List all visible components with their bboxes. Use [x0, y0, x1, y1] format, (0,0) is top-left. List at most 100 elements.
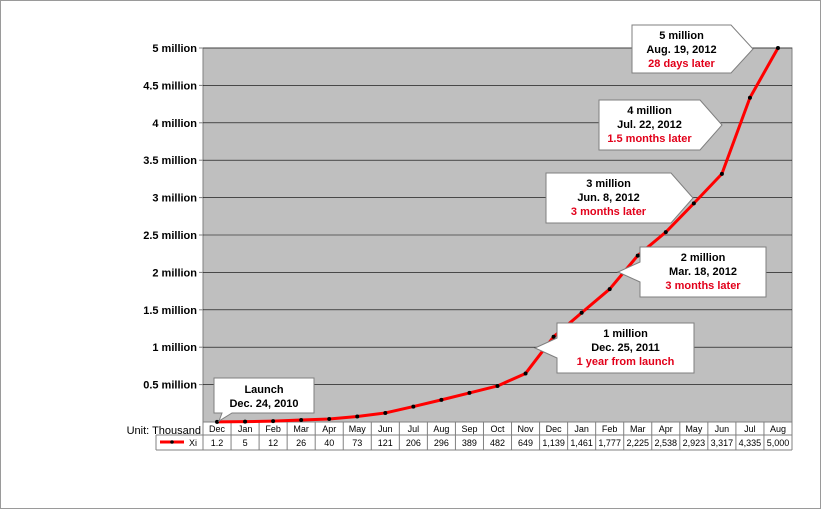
data-table-value: 1,777 [598, 438, 621, 448]
callout-date: Dec. 24, 2010 [229, 398, 298, 410]
callout-note: 28 days later [648, 58, 715, 70]
data-point [579, 310, 584, 315]
data-point [719, 171, 724, 176]
x-tick-label: Apr [659, 424, 673, 434]
x-tick-label: Jun [715, 424, 730, 434]
callout-note: 3 months later [665, 280, 741, 292]
callout-title: 4 million [627, 105, 672, 117]
data-table-value: 2,538 [655, 438, 678, 448]
y-tick-label: 4.5 million [143, 80, 197, 92]
y-tick-label: 3 million [152, 193, 197, 205]
unit-label: Unit: Thousand [127, 425, 201, 437]
callout: 4 million Jul. 22, 2012 1.5 months later [598, 99, 723, 151]
callout-note: 3 months later [571, 206, 647, 218]
data-point [523, 371, 528, 376]
callout-box [213, 377, 315, 423]
callout-title: 2 million [681, 252, 726, 264]
x-tick-label: Sep [461, 424, 477, 434]
data-table-value: 2,225 [626, 438, 649, 448]
data-point [271, 419, 276, 424]
y-tick-label: 2.5 million [143, 230, 197, 242]
x-tick-label: Aug [433, 424, 449, 434]
x-tick-label: Jul [744, 424, 756, 434]
data-table-value: 5,000 [767, 438, 790, 448]
y-tick-label: 0.5 million [143, 380, 197, 392]
data-table-value: 12 [268, 438, 278, 448]
data-table-value: 40 [324, 438, 334, 448]
callout: 1 million Dec. 25, 2011 1 year from launch [533, 322, 695, 374]
data-point [439, 397, 444, 402]
x-tick-label: Dec [209, 424, 226, 434]
y-tick-label: 5 million [152, 43, 197, 55]
data-point [551, 334, 556, 339]
legend-marker [170, 440, 174, 444]
callout-date: Aug. 19, 2012 [646, 44, 716, 56]
callout-date: Jul. 22, 2012 [617, 119, 682, 131]
x-tick-label: Jun [378, 424, 393, 434]
x-tick-label: Jul [408, 424, 420, 434]
callout-box [533, 322, 695, 374]
data-table-value: 296 [434, 438, 449, 448]
data-table-value: 5 [243, 438, 248, 448]
y-tick-label: 4 million [152, 118, 197, 130]
data-table-value: 3,317 [711, 438, 734, 448]
data-point [355, 414, 360, 419]
callout-date: Jun. 8, 2012 [577, 192, 639, 204]
data-table-value: 649 [518, 438, 533, 448]
data-point [775, 46, 780, 50]
callout: Launch Dec. 24, 2010 [213, 377, 315, 423]
data-table-value: 206 [406, 438, 421, 448]
data-point [383, 410, 388, 415]
y-tick-label: 2 million [152, 267, 197, 279]
x-tick-label: Feb [265, 424, 281, 434]
callout-date: Dec. 25, 2011 [591, 342, 660, 354]
data-table-value: 73 [352, 438, 362, 448]
data-table-value: 26 [296, 438, 306, 448]
data-table-value: 1.2 [211, 438, 224, 448]
callout: 2 million Mar. 18, 2012 3 months later [616, 246, 767, 298]
callout: 5 million Aug. 19, 2012 28 days later [631, 24, 754, 74]
y-tick-label: 1 million [152, 342, 197, 354]
y-tick-label: 3.5 million [143, 155, 197, 167]
x-tick-label: Feb [602, 424, 618, 434]
x-tick-label: Oct [490, 424, 505, 434]
data-point [299, 418, 304, 423]
callout-title: Launch [244, 384, 283, 396]
x-tick-label: Mar [293, 424, 309, 434]
callout-title: 3 million [586, 178, 631, 190]
data-table-value: 1,139 [542, 438, 565, 448]
x-tick-label: Apr [322, 424, 336, 434]
legend-label: Xi [189, 438, 197, 448]
callout-box [616, 246, 767, 298]
x-tick-label: May [685, 424, 703, 434]
data-point [215, 419, 220, 424]
callout-note: 1.5 months later [607, 133, 692, 145]
data-point [635, 253, 640, 258]
data-point [495, 383, 500, 388]
data-table-value: 1,461 [570, 438, 593, 448]
callout-title: 1 million [603, 328, 648, 340]
x-tick-label: Nov [518, 424, 535, 434]
data-point [607, 287, 612, 292]
data-point [243, 419, 248, 424]
x-tick-label: Aug [770, 424, 786, 434]
callout: 3 million Jun. 8, 2012 3 months later [545, 172, 694, 224]
y-tick-label: 1.5 million [143, 305, 197, 317]
x-tick-label: Jan [574, 424, 589, 434]
x-tick-label: Dec [546, 424, 563, 434]
data-point [327, 417, 332, 422]
data-table-value: 389 [462, 438, 477, 448]
data-point [663, 230, 668, 235]
callout-box [631, 24, 754, 74]
callout-box [545, 172, 694, 224]
data-point [467, 390, 472, 395]
data-point [747, 95, 752, 100]
callout-note: 1 year from launch [577, 356, 675, 368]
data-table-value: 2,923 [683, 438, 706, 448]
callout-title: 5 million [659, 30, 704, 42]
data-point [691, 201, 696, 206]
data-table-value: 121 [378, 438, 393, 448]
x-tick-label: May [349, 424, 367, 434]
